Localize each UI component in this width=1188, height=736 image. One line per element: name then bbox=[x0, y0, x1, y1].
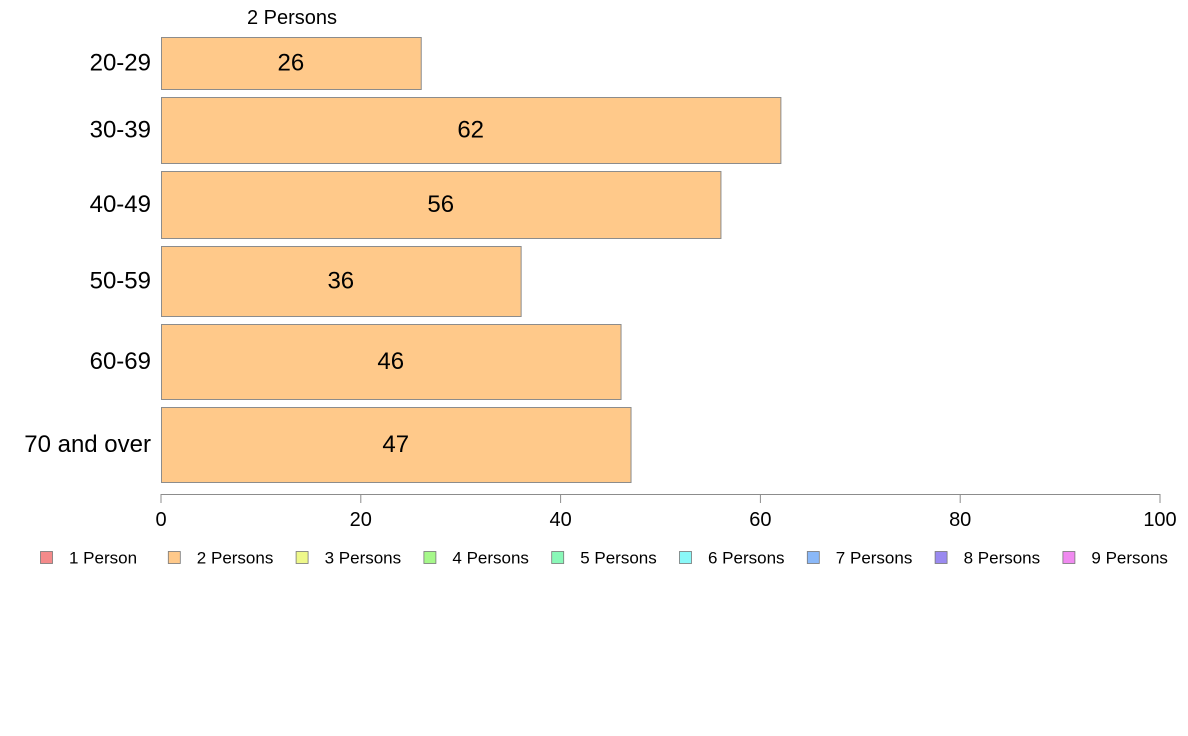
x-axis: 0 20 40 60 80 100 bbox=[155, 494, 1177, 531]
category-label: 50-59 bbox=[90, 268, 151, 295]
category-label: 20-29 bbox=[90, 50, 151, 77]
bar-value-label: 47 bbox=[382, 431, 409, 458]
legend-label: 7 Persons bbox=[836, 549, 913, 568]
x-tick-label: 60 bbox=[749, 509, 771, 531]
x-tick-label: 20 bbox=[350, 509, 372, 531]
legend-label: 1 Person bbox=[69, 549, 137, 568]
x-tick-label: 80 bbox=[949, 509, 971, 531]
bar-value-label: 46 bbox=[377, 348, 404, 375]
bar-70-and-over bbox=[161, 407, 632, 483]
category-label: 60-69 bbox=[90, 348, 151, 375]
category-label: 70 and over bbox=[24, 431, 151, 458]
legend-swatch bbox=[167, 551, 181, 564]
bar-20-29 bbox=[161, 37, 422, 90]
bar-50-59 bbox=[161, 246, 522, 317]
x-tick-label: 0 bbox=[155, 509, 166, 531]
legend-swatch bbox=[1062, 551, 1076, 564]
legend-swatch bbox=[423, 551, 437, 564]
legend-label: 5 Persons bbox=[580, 549, 657, 568]
series-label: 2 Persons bbox=[247, 7, 337, 29]
legend-label: 3 Persons bbox=[325, 549, 402, 568]
legend-swatch bbox=[551, 551, 565, 564]
legend-swatch bbox=[806, 551, 820, 564]
category-label: 40-49 bbox=[90, 191, 151, 218]
legend-label: 8 Persons bbox=[964, 549, 1041, 568]
legend-label: 9 Persons bbox=[1091, 549, 1168, 568]
legend-swatch bbox=[679, 551, 692, 564]
bar-value-label: 56 bbox=[427, 191, 454, 218]
legend-swatch bbox=[295, 551, 309, 564]
x-tick-label: 40 bbox=[549, 509, 571, 531]
bar-value-label: 26 bbox=[278, 50, 305, 77]
category-label: 30-39 bbox=[90, 117, 151, 144]
legend-label: 2 Persons bbox=[197, 549, 274, 568]
legend: 1 Person 2 Persons 3 Persons 4 Persons 5 Per… bbox=[40, 549, 1168, 568]
legend-label: 6 Persons bbox=[708, 549, 785, 568]
bar-30-39 bbox=[161, 97, 782, 164]
bar-40-49 bbox=[161, 171, 722, 239]
legend-swatch bbox=[40, 551, 53, 564]
bar-value-label: 36 bbox=[327, 268, 354, 295]
legend-swatch bbox=[934, 551, 948, 564]
category-labels: 20-29 30-39 40-49 50-59 60-69 70 and over bbox=[24, 50, 151, 459]
x-tick-label: 100 bbox=[1143, 509, 1176, 531]
bar-value-label: 62 bbox=[457, 117, 484, 144]
legend-label: 4 Persons bbox=[452, 549, 529, 568]
bar-60-69 bbox=[161, 324, 622, 400]
bars-group: 26 62 56 36 46 47 bbox=[161, 37, 782, 483]
